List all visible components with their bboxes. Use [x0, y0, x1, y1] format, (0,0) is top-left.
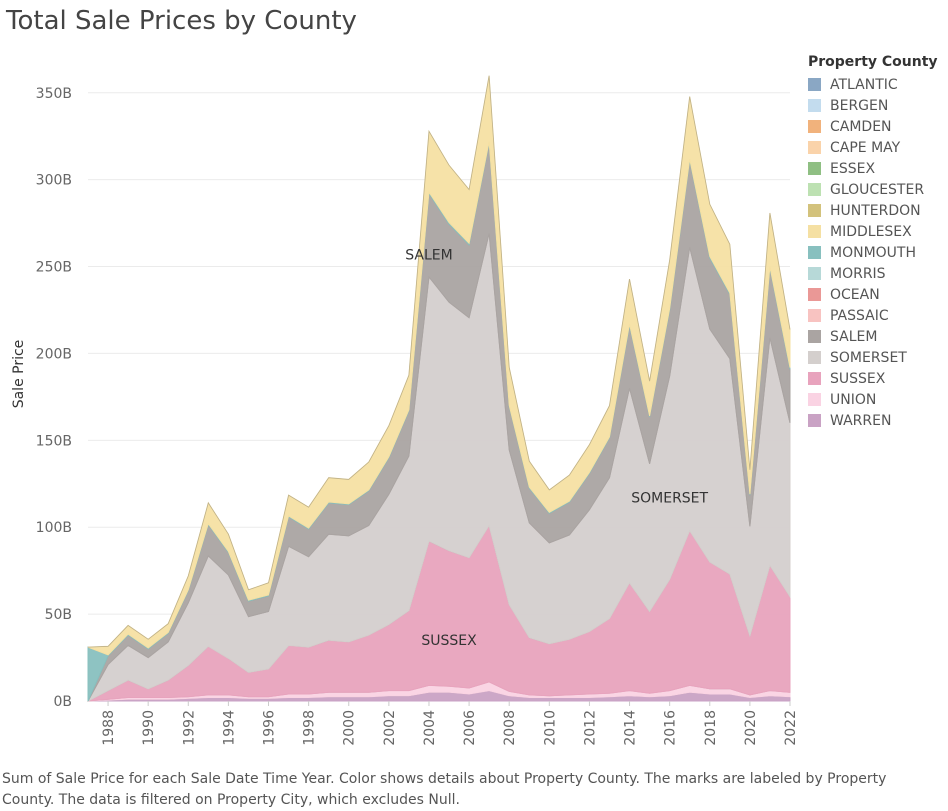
- legend-label: SUSSEX: [830, 370, 886, 387]
- legend-swatch: [808, 351, 821, 364]
- legend-label: SOMERSET: [830, 349, 907, 366]
- stacked-areas[interactable]: [86, 75, 791, 703]
- legend-label: WARREN: [830, 412, 892, 429]
- legend-swatch: [808, 393, 821, 406]
- y-tick-label: 50B: [45, 607, 72, 623]
- x-tick-label: 2004: [422, 710, 438, 746]
- legend-item-monmouth[interactable]: MONMOUTH: [808, 242, 946, 263]
- legend-swatch: [808, 225, 821, 238]
- legend-swatch: [808, 141, 821, 154]
- legend-swatch: [808, 162, 821, 175]
- legend-swatch: [808, 246, 821, 259]
- y-tick-label: 0B: [53, 694, 72, 710]
- chart-title: Total Sale Prices by County: [6, 6, 357, 36]
- legend-label: ESSEX: [830, 160, 876, 177]
- x-tick-label: 2016: [663, 710, 679, 746]
- legend-swatch: [808, 99, 821, 112]
- legend-items: ATLANTIC BERGEN CAMDEN CAPE MAY ESSEX GLOUCES…: [808, 74, 946, 431]
- legend-item-salem[interactable]: SALEM: [808, 326, 946, 347]
- area-chart: SALEM SOMERSET SUSSEX 0B 50B 100B 150B 200B 250…: [11, 75, 799, 746]
- legend-item-warren[interactable]: WARREN: [808, 410, 946, 431]
- legend-title: Property County: [808, 54, 938, 70]
- legend-swatch: [808, 78, 821, 91]
- legend-item-union[interactable]: UNION: [808, 389, 946, 410]
- x-tick-label: 2002: [382, 710, 398, 746]
- legend-label: SALEM: [830, 328, 878, 345]
- x-tick-label: 1988: [101, 710, 117, 746]
- x-tick-label: 2014: [623, 710, 639, 746]
- legend-swatch: [808, 204, 821, 217]
- y-tick-label: 150B: [36, 433, 72, 449]
- y-tick-label: 350B: [36, 86, 72, 102]
- y-axis-title: Sale Price: [11, 340, 27, 409]
- legend-label: UNION: [830, 391, 877, 408]
- legend-swatch: [808, 183, 821, 196]
- x-tick-label: 1998: [302, 710, 318, 746]
- x-tick-label: 2018: [703, 710, 719, 746]
- mark-label-salem: SALEM: [405, 247, 452, 263]
- legend-item-essex[interactable]: ESSEX: [808, 158, 946, 179]
- legend-swatch: [808, 309, 821, 322]
- legend-item-hunterdon[interactable]: HUNTERDON: [808, 200, 946, 221]
- y-tick-label: 200B: [36, 346, 72, 362]
- x-tick-label: 1992: [181, 710, 197, 746]
- x-tick-label: 2022: [783, 710, 799, 746]
- y-axis: 0B 50B 100B 150B 200B 250B 300B 350B: [36, 86, 72, 710]
- legend-swatch: [808, 288, 821, 301]
- legend-label: CAMDEN: [830, 118, 892, 135]
- legend-item-gloucester[interactable]: GLOUCESTER: [808, 179, 946, 200]
- legend-label: MIDDLESEX: [830, 223, 912, 240]
- x-tick-label: 2008: [502, 710, 518, 746]
- legend-item-somerset[interactable]: SOMERSET: [808, 347, 946, 368]
- legend-item-middlesex[interactable]: MIDDLESEX: [808, 221, 946, 242]
- y-tick-label: 250B: [36, 260, 72, 276]
- area-middlesex[interactable]: [87, 75, 791, 656]
- legend-swatch: [808, 330, 821, 343]
- chart-caption: Sum of Sale Price for each Sale Date Tim…: [2, 771, 887, 808]
- legend-item-bergen[interactable]: BERGEN: [808, 95, 946, 116]
- legend-label: BERGEN: [830, 97, 889, 114]
- legend-label: MORRIS: [830, 265, 886, 282]
- legend-label: GLOUCESTER: [830, 181, 925, 198]
- legend-label: CAPE MAY: [830, 139, 901, 156]
- x-tick-label: 1990: [141, 710, 157, 746]
- legend-item-cape-may[interactable]: CAPE MAY: [808, 137, 946, 158]
- legend-swatch: [808, 267, 821, 280]
- legend-item-camden[interactable]: CAMDEN: [808, 116, 946, 137]
- x-tick-label: 2012: [582, 710, 598, 746]
- x-tick-label: 2006: [462, 710, 478, 746]
- x-tick-label: 2000: [342, 710, 358, 746]
- x-tick-label: 2020: [743, 710, 759, 746]
- mark-label-sussex: SUSSEX: [421, 633, 477, 649]
- mark-labels: SALEM SOMERSET SUSSEX: [405, 247, 708, 649]
- x-tick-label: 1996: [262, 710, 278, 746]
- legend-label: ATLANTIC: [830, 76, 898, 93]
- legend-swatch: [808, 372, 821, 385]
- legend-label: HUNTERDON: [830, 202, 921, 219]
- legend-swatch: [808, 120, 821, 133]
- legend-item-sussex[interactable]: SUSSEX: [808, 368, 946, 389]
- x-tick-label: 2010: [542, 710, 558, 746]
- legend-swatch: [808, 414, 821, 427]
- legend-label: PASSAIC: [830, 307, 889, 324]
- mark-label-somerset: SOMERSET: [631, 491, 708, 507]
- area-edge-middlesex: [87, 75, 791, 648]
- legend-item-passaic[interactable]: PASSAIC: [808, 305, 946, 326]
- x-tick-label: 1994: [221, 710, 237, 746]
- x-axis: 1988 1990 1992 1994 1996 1998 2000 2002 2004 2006…: [101, 701, 799, 746]
- y-tick-label: 300B: [36, 173, 72, 189]
- legend-item-morris[interactable]: MORRIS: [808, 263, 946, 284]
- legend: Property County ATLANTIC BERGEN CAMDEN CAPE…: [808, 54, 946, 431]
- legend-item-atlantic[interactable]: ATLANTIC: [808, 74, 946, 95]
- legend-label: MONMOUTH: [830, 244, 916, 261]
- y-tick-label: 100B: [36, 520, 72, 536]
- legend-label: OCEAN: [830, 286, 880, 303]
- legend-item-ocean[interactable]: OCEAN: [808, 284, 946, 305]
